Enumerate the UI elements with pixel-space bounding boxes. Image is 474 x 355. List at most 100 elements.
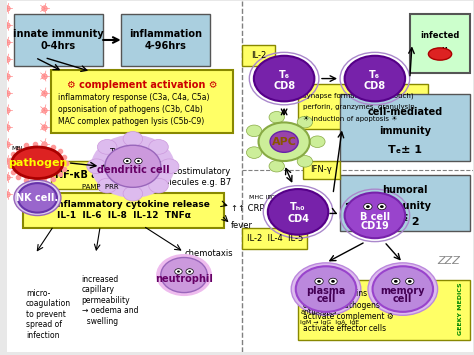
Text: immunity: immunity xyxy=(379,201,431,211)
Circle shape xyxy=(246,147,262,158)
Text: humoral: humoral xyxy=(383,185,428,195)
Circle shape xyxy=(366,205,370,208)
Circle shape xyxy=(269,111,284,123)
Circle shape xyxy=(124,158,131,164)
Text: MHC II: MHC II xyxy=(249,195,269,200)
Text: Tₕ₀: Tₕ₀ xyxy=(291,202,306,212)
FancyBboxPatch shape xyxy=(242,45,275,66)
Text: IL-2: IL-2 xyxy=(251,51,266,60)
Text: opsonise pathogens: opsonise pathogens xyxy=(303,301,380,310)
Circle shape xyxy=(268,189,328,235)
FancyBboxPatch shape xyxy=(51,70,233,133)
Circle shape xyxy=(258,122,310,161)
FancyBboxPatch shape xyxy=(242,228,308,249)
Text: ↑↑ costimulatory
molecules e.g. B7: ↑↑ costimulatory molecules e.g. B7 xyxy=(156,167,231,186)
Circle shape xyxy=(368,263,438,315)
Text: neutrophil: neutrophil xyxy=(155,274,213,284)
Circle shape xyxy=(392,278,400,284)
Circle shape xyxy=(149,178,168,193)
Circle shape xyxy=(161,257,207,293)
Text: MBL: MBL xyxy=(12,146,25,151)
Circle shape xyxy=(408,280,411,283)
Circle shape xyxy=(175,269,182,274)
FancyBboxPatch shape xyxy=(340,94,470,161)
Text: plasma: plasma xyxy=(306,286,346,296)
Text: ⚙ complement activation ⚙: ⚙ complement activation ⚙ xyxy=(67,80,218,90)
Text: pathogen: pathogen xyxy=(8,158,67,168)
Text: ↑↑ CRP: ↑↑ CRP xyxy=(230,204,264,213)
Circle shape xyxy=(254,56,314,102)
Circle shape xyxy=(123,186,143,201)
Circle shape xyxy=(98,178,117,193)
Ellipse shape xyxy=(12,147,63,179)
Text: neutralise toxins: neutralise toxins xyxy=(303,289,367,298)
Circle shape xyxy=(329,278,337,284)
Ellipse shape xyxy=(428,48,452,60)
Text: TLR: TLR xyxy=(109,148,124,157)
FancyBboxPatch shape xyxy=(298,280,470,340)
Text: fever: fever xyxy=(230,222,253,230)
Text: CD8: CD8 xyxy=(364,81,386,91)
Text: APC: APC xyxy=(272,137,297,147)
FancyBboxPatch shape xyxy=(303,161,340,179)
Text: proinflammatory cytokine release
IL-1  IL-6  IL-8  IL-12  TNFα: proinflammatory cytokine release IL-1 IL… xyxy=(37,201,210,220)
Circle shape xyxy=(378,203,386,210)
Circle shape xyxy=(105,145,161,187)
Text: MAC complex pathogen lysis (C5b-C9): MAC complex pathogen lysis (C5b-C9) xyxy=(58,117,205,126)
FancyBboxPatch shape xyxy=(121,14,210,66)
Circle shape xyxy=(98,140,117,154)
Text: IL-2  IL-4  IL-5: IL-2 IL-4 IL-5 xyxy=(246,234,303,243)
Text: inflammatory response (C3a, C4a, C5a): inflammatory response (C3a, C4a, C5a) xyxy=(58,93,210,102)
Circle shape xyxy=(126,160,128,162)
Circle shape xyxy=(188,271,191,273)
Text: chemotaxis: chemotaxis xyxy=(184,250,233,258)
Circle shape xyxy=(246,125,262,137)
Text: micro-
coagulation
to prevent
spread of
infection: micro- coagulation to prevent spread of … xyxy=(26,289,71,340)
Text: immunity: immunity xyxy=(379,126,431,136)
Circle shape xyxy=(137,160,140,162)
FancyBboxPatch shape xyxy=(7,1,242,352)
Circle shape xyxy=(149,140,168,154)
Circle shape xyxy=(177,271,180,273)
Circle shape xyxy=(269,160,284,172)
Circle shape xyxy=(270,131,298,152)
Circle shape xyxy=(345,56,405,102)
Circle shape xyxy=(331,280,335,283)
Text: increased
capillary
permeability
→ oedema and
  swelling: increased capillary permeability → oedem… xyxy=(82,275,138,326)
Text: B cell: B cell xyxy=(360,212,390,222)
Text: TCR: TCR xyxy=(268,195,280,200)
Text: activate effector cells: activate effector cells xyxy=(303,324,386,333)
Text: NF-κB activation: NF-κB activation xyxy=(55,170,146,180)
Circle shape xyxy=(14,180,61,215)
Text: activate complement ⚙: activate complement ⚙ xyxy=(303,312,393,321)
Circle shape xyxy=(297,155,312,167)
Circle shape xyxy=(159,159,179,174)
Text: T₆: T₆ xyxy=(279,70,290,80)
FancyBboxPatch shape xyxy=(24,193,224,228)
Text: Tₑ± 1: Tₑ± 1 xyxy=(388,145,422,155)
Circle shape xyxy=(156,254,212,296)
Text: CD8: CD8 xyxy=(273,81,295,91)
Circle shape xyxy=(291,263,361,315)
Circle shape xyxy=(373,266,433,312)
Text: cell: cell xyxy=(432,48,448,56)
Text: cell: cell xyxy=(393,294,412,304)
Text: memory: memory xyxy=(381,286,425,296)
Text: GEEKY MEDICS: GEEKY MEDICS xyxy=(458,282,463,335)
Circle shape xyxy=(123,132,143,146)
Circle shape xyxy=(380,205,384,208)
Text: ZZZ: ZZZ xyxy=(438,256,461,266)
Circle shape xyxy=(296,266,356,312)
Circle shape xyxy=(18,183,57,213)
Text: NK cell.: NK cell. xyxy=(17,193,58,203)
Text: ☀ induction of apoptosis ☀: ☀ induction of apoptosis ☀ xyxy=(303,116,397,122)
Text: dendritic cell: dendritic cell xyxy=(97,165,169,175)
Circle shape xyxy=(91,135,175,198)
Circle shape xyxy=(394,280,398,283)
FancyBboxPatch shape xyxy=(242,1,473,352)
Circle shape xyxy=(364,203,372,210)
Text: perforin, granzymes, granulysin: perforin, granzymes, granulysin xyxy=(303,104,414,110)
Text: IgM → IgG  IgA  IgE: IgM → IgG IgA IgE xyxy=(301,320,360,325)
Text: infected: infected xyxy=(420,31,460,39)
Text: PAMP  PRR: PAMP PRR xyxy=(82,184,118,190)
